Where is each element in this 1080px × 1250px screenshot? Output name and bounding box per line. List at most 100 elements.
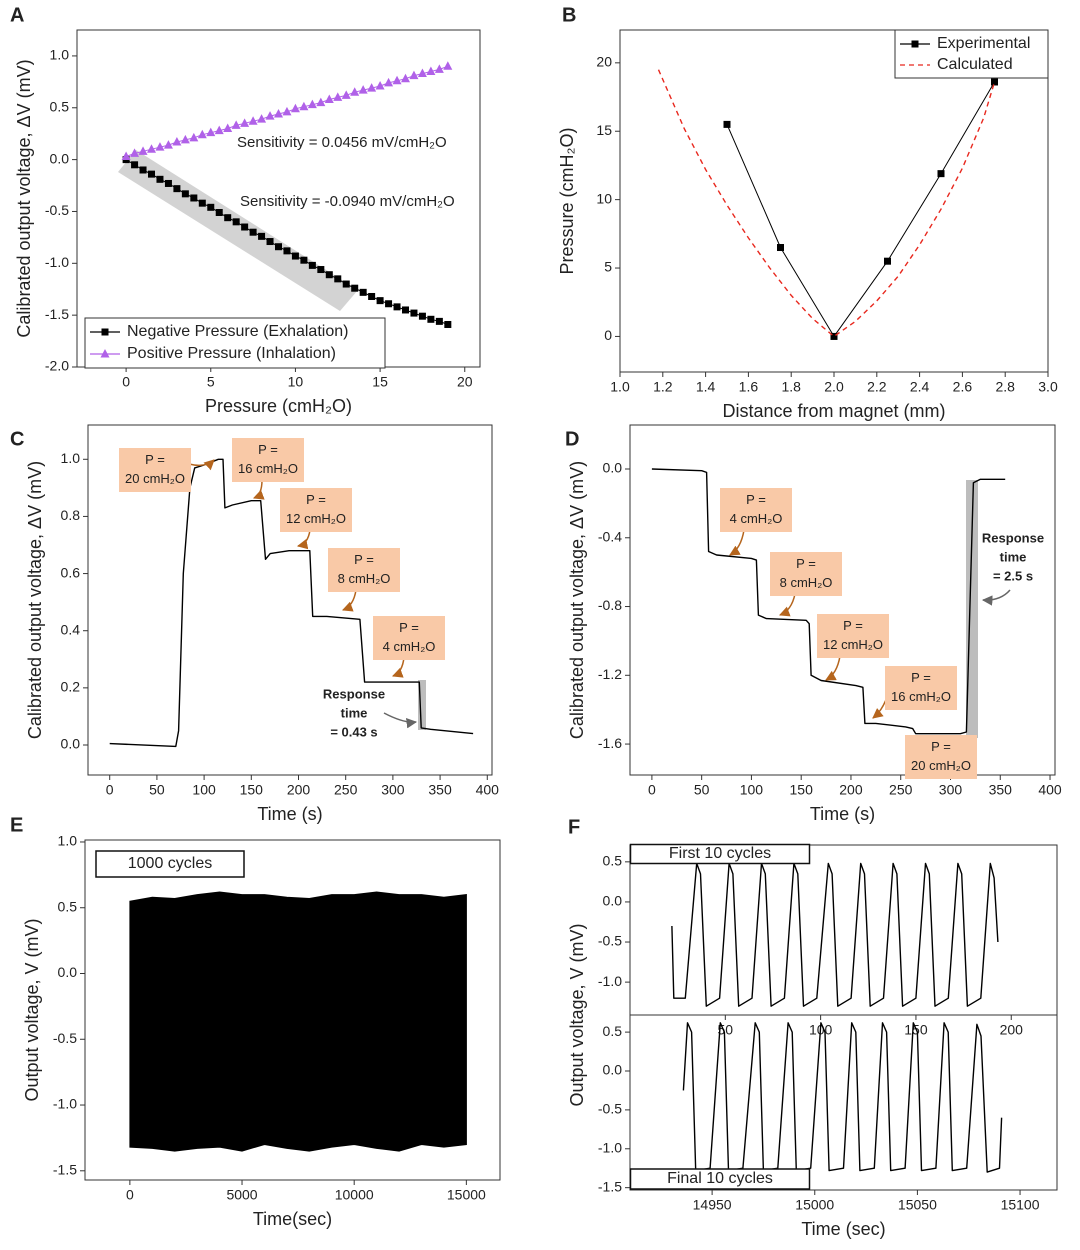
panel-letter: E (10, 814, 23, 836)
annotation: Final 10 cycles (667, 1170, 773, 1187)
series-line (109, 458, 474, 748)
annotation-box (95, 850, 245, 878)
y-tick-label: -1.6 (598, 735, 622, 751)
y-tick-label: -0.5 (45, 202, 69, 218)
marker (351, 284, 359, 292)
marker (368, 292, 376, 300)
marker (121, 151, 131, 161)
y-tick-label: 10 (596, 190, 612, 206)
marker (265, 111, 275, 120)
annotation: P = (796, 556, 816, 571)
annotation-box (770, 552, 842, 596)
marker (317, 266, 325, 274)
marker (275, 243, 282, 251)
marker (241, 223, 249, 231)
y-tick-label: 1.0 (58, 833, 78, 849)
x-tick-label: 15000 (795, 1197, 834, 1213)
y-tick-label: 0.5 (58, 898, 78, 914)
marker (341, 90, 351, 99)
x-tick-label: 400 (1038, 782, 1062, 798)
annotation: 4 cmH₂O (730, 511, 783, 526)
x-tick-label: 200 (1000, 1022, 1024, 1038)
series-line (682, 1022, 1003, 1173)
x-tick-label: 15100 (1001, 1197, 1040, 1213)
y-tick-label: -1.2 (598, 666, 622, 682)
x-tick-label: 1.0 (610, 379, 630, 395)
x-axis-label: Time(sec) (253, 1209, 332, 1229)
annotation-arrow (779, 593, 796, 617)
marker (164, 179, 172, 187)
x-tick-label: 0 (106, 782, 114, 798)
marker (207, 203, 215, 211)
annotation-arrow (342, 589, 357, 612)
y-axis-label: Calibrated output voltage, ΔV (mV) (25, 461, 45, 739)
marker (777, 244, 784, 252)
x-axis-label: Pressure (cmH₂O) (205, 396, 352, 416)
x-tick-label: 150 (240, 782, 264, 798)
y-tick-label: 0.0 (50, 150, 70, 166)
x-tick-label: 2.2 (867, 379, 887, 395)
marker (435, 317, 443, 325)
x-tick-label: 0 (126, 1187, 134, 1203)
x-axis-label: Distance from magnet (mm) (722, 401, 945, 421)
legend-box (84, 317, 386, 369)
legend-label: Negative Pressure (Exhalation) (127, 323, 348, 340)
annotation: P = (145, 452, 165, 467)
marker (299, 101, 309, 111)
x-tick-label: 50 (694, 782, 710, 798)
legend-box (894, 29, 1049, 79)
y-axis-label: Pressure (cmH₂O) (557, 128, 577, 275)
y-tick-label: 5 (604, 259, 612, 275)
marker (283, 247, 291, 255)
series-line (671, 862, 999, 1007)
y-tick-label: 1.0 (61, 450, 81, 466)
y-tick-label: 0.0 (603, 1062, 623, 1078)
marker (130, 148, 140, 157)
annotation-arrow (981, 589, 1011, 606)
annotation-box (817, 614, 889, 658)
y-axis-label: Calibrated output voltage, ΔV (mV) (14, 59, 34, 337)
marker (214, 125, 224, 135)
y-tick-label: 0.0 (61, 736, 81, 752)
annotation: P = (746, 492, 766, 507)
marker (991, 78, 998, 86)
marker (401, 306, 409, 314)
plot-frame (629, 1014, 1058, 1191)
marker (325, 271, 333, 279)
series-line (726, 81, 995, 337)
x-tick-label: 2.6 (953, 379, 973, 395)
x-tick-label: 5000 (226, 1187, 257, 1203)
annotation: P = (258, 442, 278, 457)
y-tick-label: -0.5 (598, 933, 622, 949)
marker (359, 288, 367, 296)
x-tick-label: 5 (207, 374, 215, 390)
marker (417, 68, 427, 78)
x-tick-label: 250 (889, 782, 913, 798)
marker (334, 275, 342, 283)
marker (444, 320, 452, 328)
annotation: Sensitivity = -0.0940 mV/cmH₂O (240, 193, 455, 210)
marker (257, 114, 267, 123)
annotation: time (1000, 549, 1027, 564)
annotation: 20 cmH₂O (911, 758, 971, 773)
panel-letter: D (565, 428, 579, 450)
marker (189, 132, 199, 142)
marker (290, 103, 300, 113)
y-tick-label: -2.0 (45, 358, 69, 374)
annotation: 16 cmH₂O (891, 689, 951, 704)
annotation-arrow (296, 529, 311, 550)
y-tick-label: -1.0 (598, 1139, 622, 1155)
marker (884, 257, 891, 265)
y-tick-label: 0.0 (603, 460, 623, 476)
marker (400, 73, 410, 83)
x-tick-label: 250 (334, 782, 358, 798)
annotation-arrow (383, 712, 418, 729)
annotation: P = (843, 618, 863, 633)
marker (367, 83, 377, 92)
marker (274, 108, 283, 118)
x-tick-label: 15000 (447, 1187, 486, 1203)
x-tick-label: 15 (372, 374, 388, 390)
marker (224, 214, 232, 222)
x-tick-label: 10 (288, 374, 304, 390)
